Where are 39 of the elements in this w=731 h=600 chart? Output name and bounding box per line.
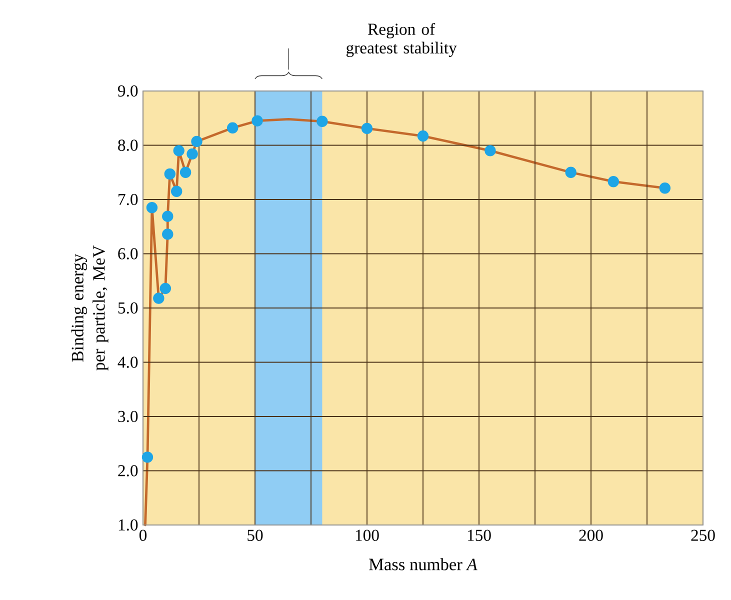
- point: [142, 452, 154, 463]
- x-tick-label: 250: [691, 530, 715, 541]
- y-tick-label: 9.0: [118, 85, 138, 97]
- point: [162, 210, 174, 222]
- point: [316, 116, 328, 127]
- y-tick-label: 2.0: [118, 465, 138, 476]
- y-axis-title: Binding energy per particle, MeV: [71, 245, 108, 371]
- point: [417, 130, 429, 142]
- x-tick-label: 150: [468, 530, 491, 541]
- y-tick-label: 4.0: [118, 356, 138, 368]
- point: [252, 115, 263, 126]
- x-tick-label: 200: [579, 530, 603, 541]
- y-tick-label: 5.0: [118, 302, 138, 314]
- point: [484, 145, 496, 156]
- x-tick-label: 50: [248, 530, 263, 541]
- point: [160, 282, 172, 294]
- y-tick-label: 7.0: [118, 194, 138, 206]
- text: Region of greatest stability: [346, 22, 457, 57]
- point: [659, 182, 671, 194]
- point: [361, 122, 373, 134]
- x-tick-label: 0: [139, 530, 147, 541]
- point: [162, 228, 174, 240]
- x-axis-title: Mass number A: [369, 558, 478, 570]
- point: [191, 136, 202, 148]
- point: [146, 202, 158, 214]
- point: [171, 186, 182, 197]
- point: [565, 166, 576, 178]
- y-tick-label: 1.0: [118, 519, 138, 531]
- y-tick-label: 3.0: [118, 410, 138, 422]
- y-tick-label: 6.0: [118, 248, 138, 260]
- point: [153, 292, 164, 304]
- y-tick-label: 8.0: [118, 140, 138, 151]
- point: [226, 122, 238, 134]
- point: [186, 148, 198, 160]
- point: [173, 145, 184, 156]
- point: [164, 168, 176, 180]
- point: [180, 166, 192, 178]
- point: [608, 176, 620, 188]
- x-tick-label: 100: [356, 530, 379, 541]
